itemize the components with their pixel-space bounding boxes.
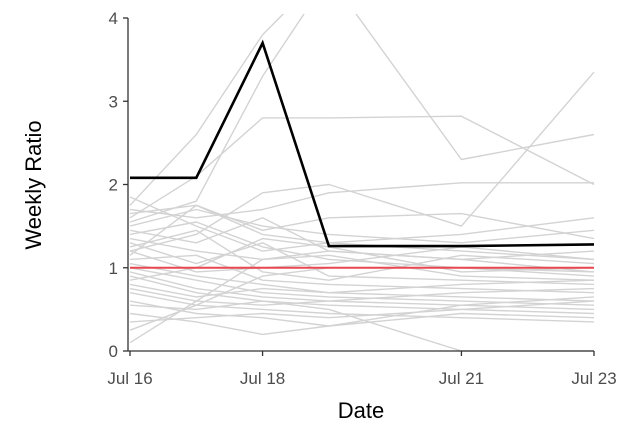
background-series-line-28 [129,196,595,252]
background-series-line-3 [129,14,595,223]
background-series-line-4 [129,71,595,252]
background-series-group [129,14,595,352]
background-series-line-19 [129,279,595,298]
background-series-line-25 [129,300,595,323]
background-series-line-29 [129,204,595,256]
background-series-line-24 [129,296,595,336]
background-series-line-17 [129,271,595,311]
background-series-line-8 [129,217,595,261]
background-series-line-15 [129,262,595,302]
x-tick-label: Jul 18 [240,369,285,388]
background-series-line-2 [129,115,595,219]
y-ticks-group: 0 1 2 3 4 [109,9,128,361]
background-series-line-14 [129,254,595,294]
background-series-line-10 [129,237,595,281]
background-series-line-11 [129,242,595,286]
y-tick-label: 0 [109,342,118,361]
highlight-series-line [130,39,595,248]
background-series-line-16 [129,267,595,306]
x-ticks-group: Jul 16 Jul 18 Jul 21 Jul 23 [107,351,617,388]
highlight-series-group [130,39,595,248]
x-tick-label: Jul 16 [107,369,152,388]
y-tick-label: 1 [109,259,118,278]
x-axis-title: Date [338,398,384,423]
background-series-line-23 [129,300,594,352]
background-series-line-26 [129,250,595,344]
y-tick-label: 2 [109,176,118,195]
background-series-line-6 [129,204,595,261]
background-series-line-27 [129,267,595,331]
background-series-line-22 [129,300,595,327]
x-tick-label: Jul 23 [571,369,616,388]
background-series-line-21 [129,292,595,323]
background-series-line-12 [129,229,595,281]
background-series-line-7 [129,208,595,244]
x-tick-label: Jul 21 [439,369,484,388]
background-series-line-5 [129,182,594,219]
background-series-line-30 [129,237,595,281]
background-series-line-1 [129,14,285,206]
y-tick-label: 4 [109,9,118,28]
background-series-line-20 [129,287,595,306]
y-axis-title: Weekly Ratio [21,120,46,249]
y-tick-label: 3 [109,92,118,111]
